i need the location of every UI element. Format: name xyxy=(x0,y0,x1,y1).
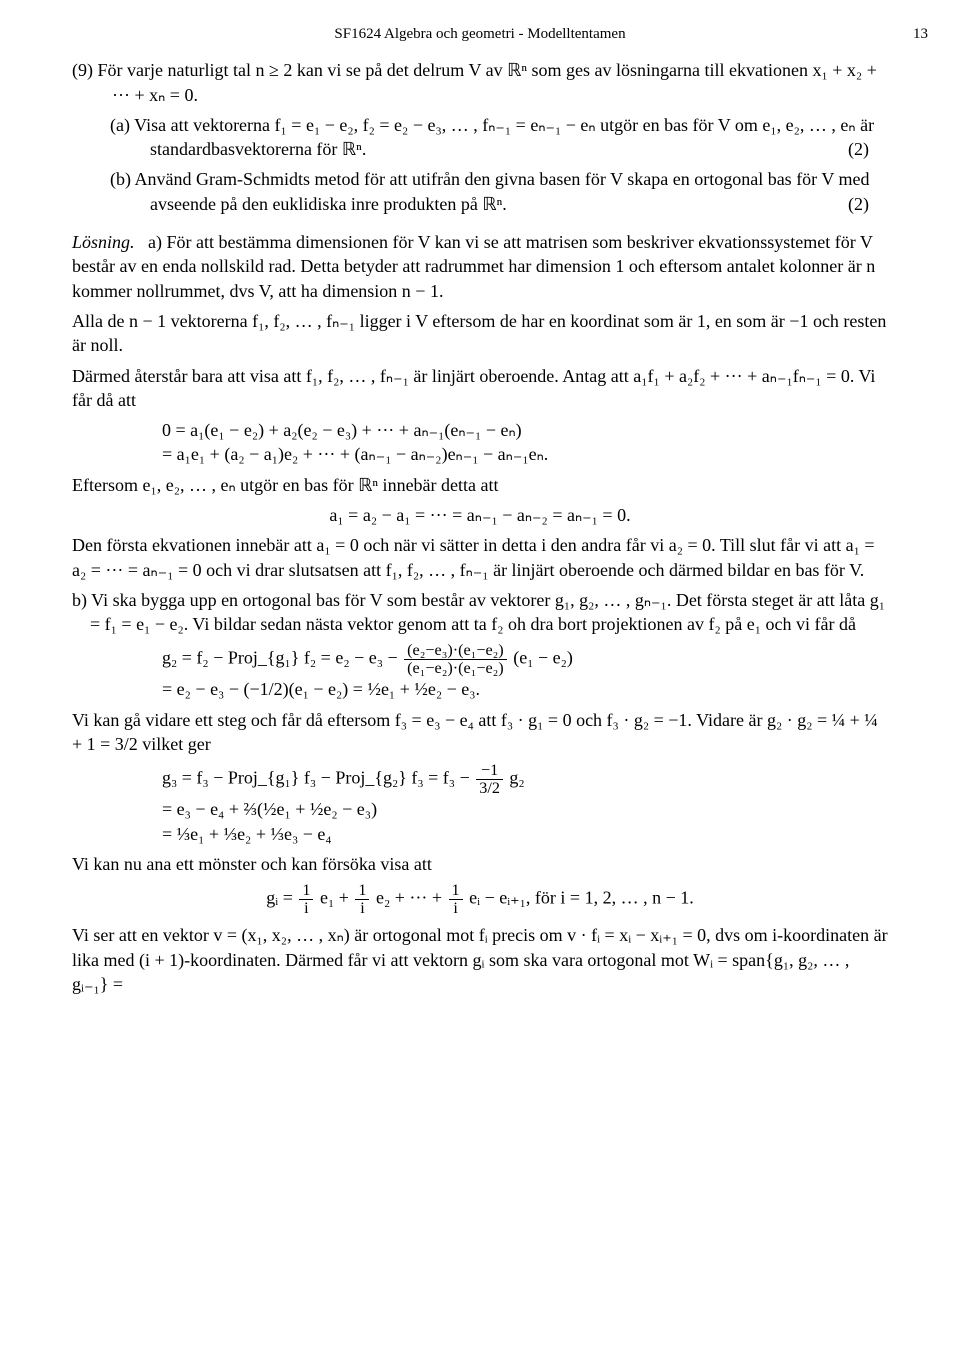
eq4-line1: g₃ = f₃ − Proj_{g₁} f₃ − Proj_{g₂} f₃ = … xyxy=(162,762,888,797)
eq5-f3d: i xyxy=(449,900,463,917)
part-b-label: (b) xyxy=(110,169,131,189)
solution-b-para3: Vi kan nu ana ett mönster och kan försök… xyxy=(72,852,888,876)
solution-b2: Vi kan gå vidare ett steg och får då eft… xyxy=(72,710,878,754)
solution-b4: Vi ser att en vektor v = (x₁, x₂, … , xₙ… xyxy=(72,925,888,994)
solution-a2: Alla de n − 1 vektorerna f₁, f₂, … , fₙ₋… xyxy=(72,311,886,355)
equation-4: g₃ = f₃ − Proj_{g₁} f₃ − Proj_{g₂} f₃ = … xyxy=(72,762,888,846)
eq1-line2: = a₁e₁ + (a₂ − a₁)e₂ + ··· + (aₙ₋₁ − aₙ₋… xyxy=(162,442,888,466)
equation-3: g₂ = f₂ − Proj_{g₁} f₂ = e₂ − e₃ − (e₂−e… xyxy=(72,642,888,701)
eq5-f2n: 1 xyxy=(355,882,369,900)
header-title: SF1624 Algebra och geometri - Modelltent… xyxy=(334,26,625,42)
eq4-l1-pre: g₃ = f₃ − Proj_{g₁} f₃ − Proj_{g₂} f₃ = … xyxy=(162,768,474,788)
eq3-frac-nu: (e₂−e₃)·(e₁−e₂) xyxy=(404,642,507,660)
eq5-mid1: e₁ + xyxy=(320,888,353,908)
problem-part-a: (a) Visa att vektorerna f₁ = e₁ − e₂, f₂… xyxy=(72,113,888,162)
eq5-f1d: i xyxy=(299,900,313,917)
problem-intro-text: För varje naturligt tal n ≥ 2 kan vi se … xyxy=(98,60,877,104)
problem-number: (9) xyxy=(72,60,93,80)
eq5-f1n: 1 xyxy=(299,882,313,900)
solution-a-para4: Eftersom e₁, e₂, … , eₙ utgör en bas för… xyxy=(72,473,888,497)
eq5-f2d: i xyxy=(355,900,369,917)
problem-part-b: (b) Använd Gram-Schmidts metod för att u… xyxy=(72,167,888,216)
equation-1: 0 = a₁(e₁ − e₂) + a₂(e₂ − e₃) + ··· + aₙ… xyxy=(72,418,888,467)
eq4-line3: = ⅓e₁ + ⅓e₂ + ⅓e₃ − e₄ xyxy=(162,822,888,846)
eq3-line2: = e₂ − e₃ − (−1/2)(e₁ − e₂) = ½e₁ + ½e₂ … xyxy=(162,677,888,701)
eq5-mid3: eᵢ − eᵢ₊₁, för i = 1, 2, … , n − 1. xyxy=(469,888,694,908)
eq4-frac-nu: −1 xyxy=(476,762,503,780)
part-a-text: Visa att vektorerna f₁ = e₁ − e₂, f₂ = e… xyxy=(134,115,874,159)
solution-b3: Vi kan nu ana ett mönster och kan försök… xyxy=(72,854,432,874)
solution-a-para1: Lösning. a) För att bestämma dimensionen… xyxy=(72,230,888,303)
solution-a-para2: Alla de n − 1 vektorerna f₁, f₂, … , fₙ₋… xyxy=(72,309,888,358)
running-header: SF1624 Algebra och geometri - Modelltent… xyxy=(72,24,888,44)
solution-b-para4: Vi ser att en vektor v = (x₁, x₂, … , xₙ… xyxy=(72,923,888,996)
solution-b-para2: Vi kan gå vidare ett steg och får då eft… xyxy=(72,708,888,757)
eq5-f3n: 1 xyxy=(449,882,463,900)
eq3-l1-post: (e₁ − e₂) xyxy=(513,648,573,668)
eq5-frac2-icon: 1 i xyxy=(355,882,369,917)
eq1-line1: 0 = a₁(e₁ − e₂) + a₂(e₂ − e₃) + ··· + aₙ… xyxy=(162,418,888,442)
solution-a3: Därmed återstår bara att visa att f₁, f₂… xyxy=(72,366,875,410)
equation-2: a₁ = a₂ − a₁ = ··· = aₙ₋₁ − aₙ₋₂ = aₙ₋₁ … xyxy=(72,503,888,527)
eq4-frac-de: 3/2 xyxy=(476,780,503,797)
solution-a-para3: Därmed återstår bara att visa att f₁, f₂… xyxy=(72,364,888,413)
eq5-frac1-icon: 1 i xyxy=(299,882,313,917)
eq2: a₁ = a₂ − a₁ = ··· = aₙ₋₁ − aₙ₋₂ = aₙ₋₁ … xyxy=(329,505,630,525)
solution-a-para5: Den första ekvationen innebär att a₁ = 0… xyxy=(72,533,888,582)
page: SF1624 Algebra och geometri - Modelltent… xyxy=(0,0,960,1348)
eq4-l1-post: g₂ xyxy=(509,768,524,788)
solution-b-para1: b) Vi ska bygga upp en ortogonal bas för… xyxy=(72,588,888,637)
eq5-mid2: e₂ + ··· + xyxy=(376,888,447,908)
equation-5: gᵢ = 1 i e₁ + 1 i e₂ + ··· + 1 i eᵢ − eᵢ… xyxy=(72,882,888,917)
solution-a1: a) För att bestämma dimensionen för V ka… xyxy=(72,232,875,301)
eq5-pre: gᵢ = xyxy=(266,888,297,908)
solution-a4: Eftersom e₁, e₂, … , eₙ utgör en bas för… xyxy=(72,475,499,495)
solution-b1: b) Vi ska bygga upp en ortogonal bas för… xyxy=(72,590,885,634)
eq4-line2: = e₃ − e₄ + ⅔(½e₁ + ½e₂ − e₃) xyxy=(162,797,888,821)
part-a-label: (a) xyxy=(110,115,130,135)
eq3-line1: g₂ = f₂ − Proj_{g₁} f₂ = e₂ − e₃ − (e₂−e… xyxy=(162,642,888,677)
solution-a5: Den första ekvationen innebär att a₁ = 0… xyxy=(72,535,875,579)
part-b-text: Använd Gram-Schmidts metod för att utifr… xyxy=(135,169,870,213)
eq3-fraction-icon: (e₂−e₃)·(e₁−e₂) (e₁−e₂)·(e₁−e₂) xyxy=(404,642,507,677)
eq3-frac-de: (e₁−e₂)·(e₁−e₂) xyxy=(404,660,507,677)
solution-label: Lösning. xyxy=(72,232,135,252)
problem-intro: (9) För varje naturligt tal n ≥ 2 kan vi… xyxy=(72,58,888,107)
eq3-l1-pre: g₂ = f₂ − Proj_{g₁} f₂ = e₂ − e₃ − xyxy=(162,648,402,668)
eq5-frac3-icon: 1 i xyxy=(449,882,463,917)
page-number: 13 xyxy=(913,24,928,44)
eq4-fraction-icon: −1 3/2 xyxy=(476,762,503,797)
